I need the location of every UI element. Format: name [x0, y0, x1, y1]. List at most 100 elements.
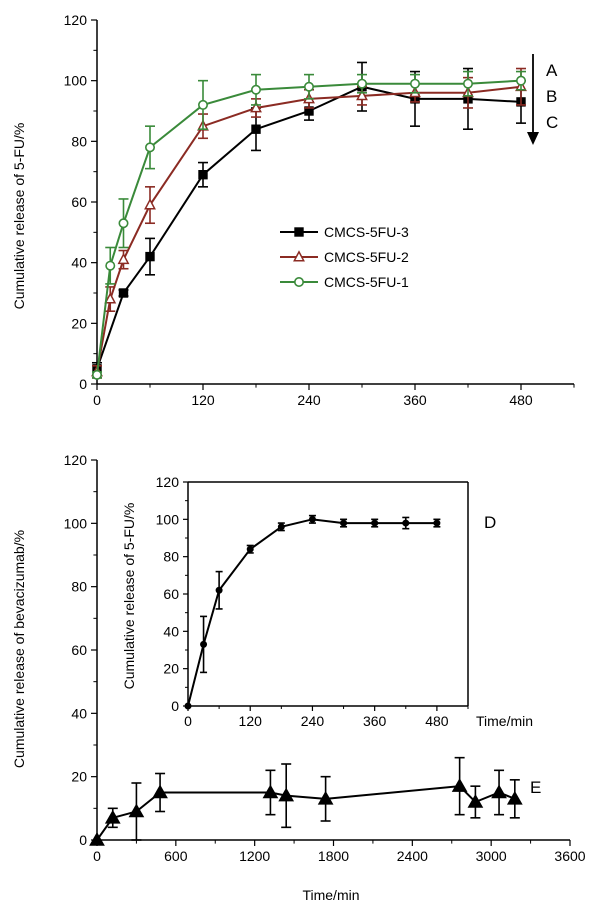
- bottom-x-axis-label: Time/min: [302, 887, 359, 903]
- inset-x-tick-label: 480: [425, 713, 449, 729]
- bottom-data-point: [128, 803, 145, 818]
- bottom-y-tick-label: 120: [64, 452, 88, 468]
- inset-y-tick-label: 100: [156, 511, 180, 527]
- bottom-y-tick-label: 100: [64, 515, 88, 531]
- curve-label-e: E: [530, 778, 541, 797]
- top-data-point: [144, 198, 156, 210]
- top-data-point: [409, 78, 420, 89]
- top-data-point: [104, 292, 117, 304]
- bottom-data-point: [317, 790, 334, 805]
- top-data-point: [118, 218, 129, 229]
- curve-label-d: D: [484, 513, 496, 532]
- bottom-x-tick-label: 600: [164, 848, 188, 864]
- inset-x-tick-label: 120: [239, 713, 263, 729]
- top-series-line: [96, 79, 522, 376]
- top-y-axis-label: Cumulative release of 5-FU/%: [11, 123, 27, 310]
- bottom-x-tick-label: 1800: [318, 848, 349, 864]
- top-series-2: [92, 70, 526, 380]
- inset-x-tick-label: 0: [184, 713, 192, 729]
- top-data-point: [198, 99, 209, 110]
- legend-marker: [293, 250, 305, 262]
- top-chart: Cumulative release of 5-FU/% 0 120 240 360 4…: [11, 12, 575, 408]
- top-y-tick-label: 100: [64, 73, 88, 89]
- curve-label-b: B: [546, 87, 557, 106]
- bottom-series-0: [89, 756, 523, 846]
- top-data-point: [145, 142, 156, 153]
- legend-item: CMCS-5FU-3: [280, 224, 409, 240]
- top-data-point: [515, 75, 526, 86]
- bottom-data-point: [491, 784, 507, 799]
- bottom-data-point: [104, 809, 121, 824]
- curve-label-c: C: [546, 113, 558, 132]
- legend-item: CMCS-5FU-1: [280, 274, 409, 290]
- inset-y-tick-label: 60: [163, 586, 179, 602]
- top-data-point: [251, 124, 261, 134]
- top-y-tick-label: 80: [71, 133, 87, 149]
- top-series: [91, 61, 527, 380]
- top-data-point: [250, 101, 262, 113]
- bottom-data-point: [89, 831, 105, 846]
- inset-data-point: [200, 640, 208, 648]
- top-data-point: [251, 84, 262, 95]
- top-curve-labels: ABC: [527, 54, 558, 145]
- top-y-tick-label: 20: [71, 315, 87, 331]
- top-data-point: [303, 81, 314, 92]
- legend-label: CMCS-5FU-2: [324, 249, 409, 265]
- inset-x-tick-label: 240: [301, 713, 325, 729]
- bottom-series: E: [89, 756, 541, 846]
- top-x-tick-label: 0: [93, 392, 101, 408]
- bottom-y-tick-label: 60: [71, 642, 87, 658]
- top-data-point: [145, 251, 155, 262]
- inset-x-tick-label: 360: [363, 713, 387, 729]
- inset-data-point: [277, 523, 285, 531]
- inset-y-tick-label: 120: [156, 474, 180, 490]
- inset-chart: Cumulative release of 5-FU/% Time/min 0 1…: [121, 474, 533, 729]
- top-data-point: [105, 260, 116, 271]
- top-x-tick-label: 240: [297, 392, 321, 408]
- top-series-line: [96, 85, 522, 370]
- inset-y-tick-label: 0: [171, 698, 179, 714]
- bottom-y-tick-label: 80: [71, 579, 87, 595]
- inset-data-point: [371, 519, 379, 527]
- bottom-data-point: [451, 778, 468, 792]
- bottom-x-tick-label: 3000: [476, 848, 507, 864]
- bottom-x-tick-label: 2400: [397, 848, 428, 864]
- inset-series: D: [184, 513, 496, 710]
- top-y-tick-label: 60: [71, 194, 87, 210]
- bottom-y-tick-label: 40: [71, 705, 87, 721]
- top-y-tick-label: 120: [64, 12, 88, 28]
- top-legend: CMCS-5FU-3 CMCS-5FU-2 CMCS-5FU-1: [280, 224, 409, 290]
- bottom-x-tick-label: 0: [93, 848, 101, 864]
- inset-data-point: [433, 519, 441, 527]
- inset-series-line: [187, 518, 437, 707]
- inset-data-point: [246, 545, 254, 553]
- top-y-tick-label: 40: [71, 255, 87, 271]
- bottom-x-tick-label: 3600: [554, 848, 585, 864]
- curve-label-a: A: [546, 61, 558, 80]
- inset-y-tick-label: 20: [163, 661, 179, 677]
- inset-data-point: [215, 586, 223, 594]
- top-x-tick-label: 480: [509, 392, 533, 408]
- top-data-point: [356, 89, 368, 101]
- inset-data-point: [184, 702, 192, 710]
- inset-axes: 0 120 240 360 480 0 20 40 60 80 100 120: [156, 474, 469, 729]
- inset-data-point: [402, 519, 410, 527]
- legend-label: CMCS-5FU-3: [324, 224, 409, 240]
- bottom-x-tick-label: 1200: [239, 848, 270, 864]
- legend-marker: [293, 276, 304, 287]
- inset-y-tick-label: 40: [163, 623, 179, 639]
- top-x-tick-label: 360: [403, 392, 427, 408]
- bottom-y-axis-label: Cumulative release of bevacizumab/%: [11, 530, 27, 768]
- inset-y-axis-label: Cumulative release of 5-FU/%: [121, 503, 137, 690]
- inset-x-axis-label: Time/min: [476, 713, 533, 729]
- inset-y-tick-label: 80: [163, 549, 179, 565]
- top-data-point: [198, 170, 208, 180]
- inset-data-point: [308, 515, 316, 523]
- bottom-data-point: [506, 790, 523, 805]
- top-data-point: [356, 78, 367, 89]
- arrow-down-icon: [527, 132, 539, 145]
- inset-series-0: [184, 514, 441, 710]
- top-data-point: [118, 288, 129, 298]
